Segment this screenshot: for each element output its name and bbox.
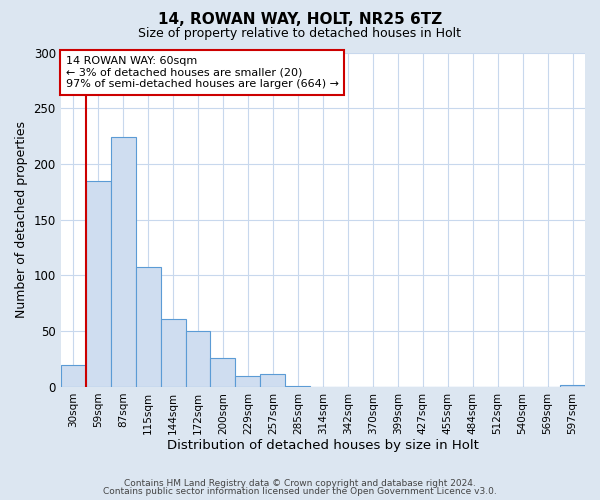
- Text: Size of property relative to detached houses in Holt: Size of property relative to detached ho…: [139, 28, 461, 40]
- Bar: [560, 384, 585, 387]
- Bar: [260, 374, 286, 387]
- Bar: [61, 364, 86, 387]
- Text: Contains public sector information licensed under the Open Government Licence v3: Contains public sector information licen…: [103, 487, 497, 496]
- Bar: [185, 331, 211, 387]
- Bar: [211, 358, 235, 387]
- X-axis label: Distribution of detached houses by size in Holt: Distribution of detached houses by size …: [167, 440, 479, 452]
- Bar: [136, 266, 161, 387]
- Text: 14, ROWAN WAY, HOLT, NR25 6TZ: 14, ROWAN WAY, HOLT, NR25 6TZ: [158, 12, 442, 28]
- Bar: [235, 376, 260, 387]
- Text: 14 ROWAN WAY: 60sqm
← 3% of detached houses are smaller (20)
97% of semi-detache: 14 ROWAN WAY: 60sqm ← 3% of detached hou…: [66, 56, 339, 89]
- Y-axis label: Number of detached properties: Number of detached properties: [15, 121, 28, 318]
- Bar: [86, 180, 110, 387]
- Bar: [110, 137, 136, 387]
- Text: Contains HM Land Registry data © Crown copyright and database right 2024.: Contains HM Land Registry data © Crown c…: [124, 478, 476, 488]
- Bar: [161, 319, 185, 387]
- Bar: [286, 386, 310, 387]
